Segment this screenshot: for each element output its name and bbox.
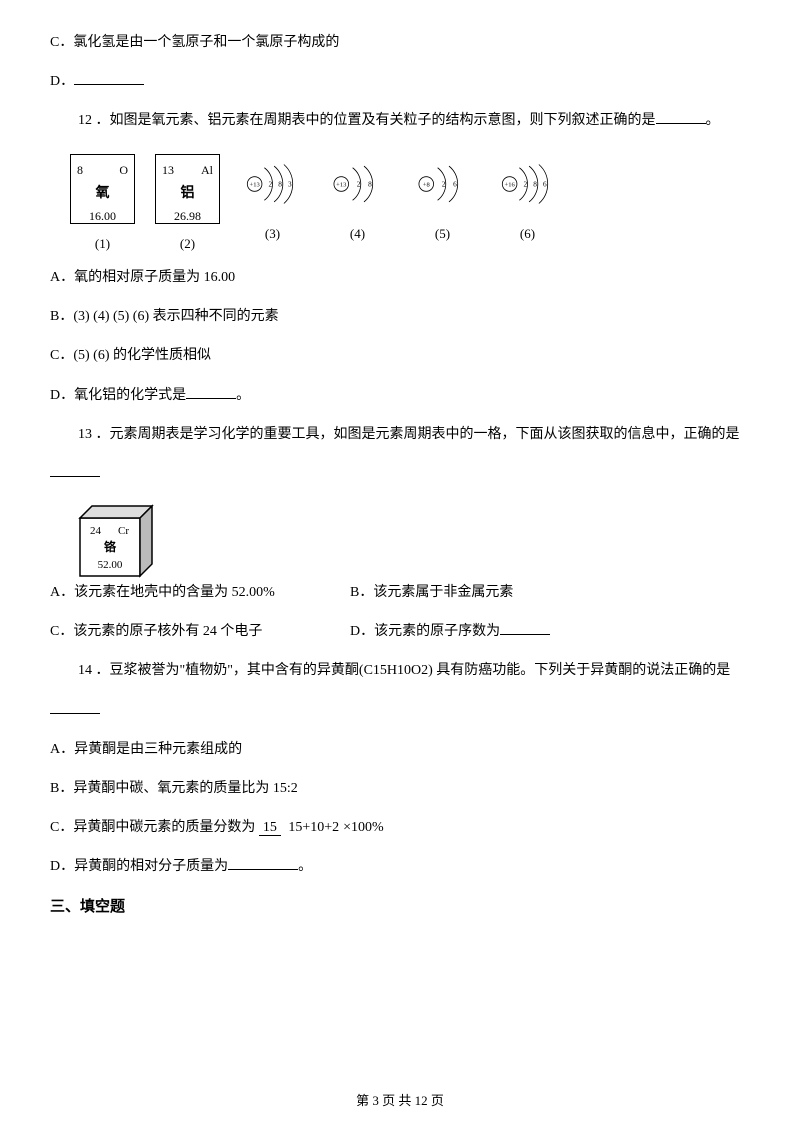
svg-text:2: 2: [268, 179, 272, 188]
q13-stem: 13 ．元素周期表是学习化学的重要工具，如图是元素周期表中的一格，下面从该图获取…: [50, 422, 750, 447]
svg-text:8: 8: [278, 179, 282, 188]
element-box-2: 13 Al 铝 26.98 (2): [155, 154, 220, 255]
box1-sym: O: [119, 160, 128, 182]
q13-option-c: C．该元素的原子核外有 24 个电子: [50, 619, 350, 644]
q11-d-prefix: D．: [50, 74, 74, 89]
q13-option-d: D．该元素的原子序数为: [350, 619, 550, 644]
svg-text:+13: +13: [250, 181, 260, 188]
box1-mass: 16.00: [77, 206, 128, 228]
q14-option-c: C．异黄酮中碳元素的质量分数为 15 15+10+2 ×100%: [50, 815, 750, 840]
q13-d-prefix: D．该元素的原子序数为: [350, 624, 500, 639]
svg-text:2: 2: [442, 179, 446, 188]
blank-line: [50, 463, 100, 477]
section-3-heading: 三、填空题: [50, 894, 750, 921]
svg-text:+13: +13: [336, 181, 346, 188]
q13-element-cube: 24 Cr 铬 52.00: [70, 500, 150, 570]
svg-text:6: 6: [453, 179, 457, 188]
q12-stem-text: 12 ．如图是氧元素、铝元素在周期表中的位置及有关粒子的结构示意图，则下列叙述正…: [78, 113, 656, 128]
atom-diagram-3: +13 2 8 3 (3): [240, 154, 305, 245]
q13-row2: C．该元素的原子核外有 24 个电子 D．该元素的原子序数为: [50, 619, 750, 644]
q14-blank-line: [50, 698, 750, 723]
blank-line: [74, 71, 144, 85]
q14-option-a: A．异黄酮是由三种元素组成的: [50, 737, 750, 762]
atom6-cap: (6): [520, 222, 535, 245]
q13-row1: A．该元素在地壳中的含量为 52.00% B．该元素属于非金属元素: [50, 580, 750, 605]
box1-cap: (1): [95, 232, 110, 255]
q12-option-c: C．(5) (6) 的化学性质相似: [50, 343, 750, 368]
atom-diagram-4: +13 2 8 (4): [325, 154, 390, 245]
frac-suffix: ×100%: [343, 820, 384, 835]
q12-option-b: B．(3) (4) (5) (6) 表示四种不同的元素: [50, 304, 750, 329]
svg-text:8: 8: [533, 179, 537, 188]
q12-stem: 12 ．如图是氧元素、铝元素在周期表中的位置及有关粒子的结构示意图，则下列叙述正…: [50, 108, 750, 133]
box2-cap: (2): [180, 232, 195, 255]
svg-text:24: 24: [90, 525, 102, 537]
q11-option-c: C．氯化氢是由一个氢原子和一个氯原子构成的: [50, 30, 750, 55]
atom4-cap: (4): [350, 222, 365, 245]
svg-text:3: 3: [288, 179, 292, 188]
box1-num: 8: [77, 160, 83, 182]
frac-num: 15: [259, 820, 281, 836]
q12-option-a: A．氧的相对原子质量为 16.00: [50, 265, 750, 290]
fraction: 15 15+10+2: [259, 820, 343, 837]
atom3-cap: (3): [265, 222, 280, 245]
q12-d-prefix: D．氧化铝的化学式是: [50, 388, 186, 403]
atom-icon: +13 2 8 3: [240, 154, 305, 214]
atom5-cap: (5): [435, 222, 450, 245]
atom-diagram-5: +8 2 6 (5): [410, 154, 475, 245]
blank-line: [228, 856, 298, 870]
q12-diagram-row: 8 O 氧 16.00 (1) 13 Al 铝 26.98 (2) +13 2 8 …: [70, 154, 750, 255]
q14-d-suffix: 。: [298, 859, 312, 874]
atom-icon: +13 2 8: [325, 154, 390, 214]
q14-c-prefix: C．异黄酮中碳元素的质量分数为: [50, 820, 255, 835]
box2-mass: 26.98: [162, 206, 213, 228]
q11-option-d: D．: [50, 69, 750, 94]
atom-icon: +16 2 8 6: [495, 154, 560, 214]
q12-d-suffix: 。: [236, 388, 250, 403]
blank-line: [186, 385, 236, 399]
q12-option-d: D．氧化铝的化学式是 。: [50, 383, 750, 408]
svg-text:+8: +8: [423, 181, 430, 188]
atom-diagram-6: +16 2 8 6 (6): [495, 154, 560, 245]
q14-d-prefix: D．异黄酮的相对分子质量为: [50, 859, 228, 874]
svg-text:52.00: 52.00: [98, 559, 123, 571]
box1-name: 氧: [77, 181, 128, 206]
svg-text:+16: +16: [505, 181, 516, 188]
q13-option-b: B．该元素属于非金属元素: [350, 580, 513, 605]
q14-option-d: D．异黄酮的相对分子质量为 。: [50, 854, 750, 879]
q13-option-a: A．该元素在地壳中的含量为 52.00%: [50, 580, 350, 605]
q14-stem: 14 ．豆浆被誉为"植物奶"，其中含有的异黄酮(C15H10O2) 具有防癌功能…: [50, 658, 750, 683]
frac-den: 15+10+2: [284, 820, 343, 835]
blank-line: [500, 621, 550, 635]
svg-text:Cr: Cr: [118, 525, 129, 537]
blank-line: [656, 110, 706, 124]
q14-option-b: B．异黄酮中碳、氧元素的质量比为 15:2: [50, 776, 750, 801]
cube-icon: 24 Cr 铬 52.00: [70, 500, 160, 580]
page-footer: 第 3 页 共 12 页: [0, 1089, 800, 1112]
box2-num: 13: [162, 160, 174, 182]
svg-text:8: 8: [368, 179, 372, 188]
atom-icon: +8 2 6: [410, 154, 475, 214]
svg-text:2: 2: [357, 179, 361, 188]
svg-text:6: 6: [543, 179, 547, 188]
box2-sym: Al: [201, 160, 213, 182]
q12-period: 。: [706, 113, 720, 128]
element-box-1: 8 O 氧 16.00 (1): [70, 154, 135, 255]
svg-text:2: 2: [523, 179, 527, 188]
blank-line: [50, 700, 100, 714]
svg-text:铬: 铬: [104, 539, 117, 554]
q13-blank-line: [50, 461, 750, 486]
box2-name: 铝: [162, 181, 213, 206]
